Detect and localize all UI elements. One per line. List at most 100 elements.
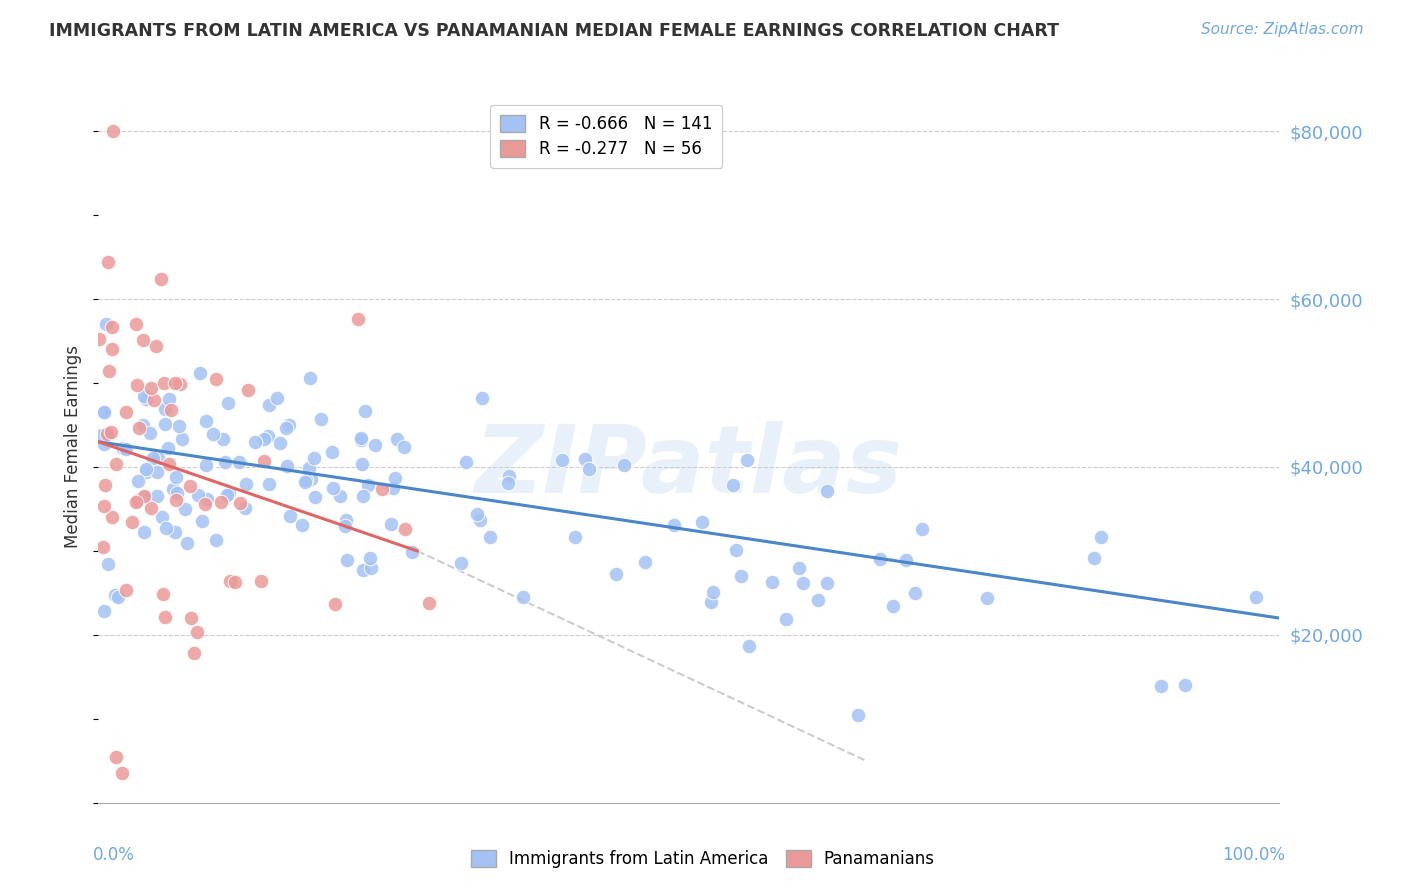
Point — [145, 338, 167, 352]
Point — [311, 412, 333, 426]
Point — [724, 543, 747, 558]
Point — [233, 500, 256, 515]
Point — [551, 453, 574, 467]
Point — [204, 371, 226, 385]
Point — [401, 545, 423, 559]
Point — [253, 432, 276, 446]
Point — [146, 450, 169, 465]
Point — [385, 432, 408, 446]
Point — [125, 317, 148, 331]
Point — [167, 418, 190, 433]
Text: ZIPatlas: ZIPatlas — [475, 421, 903, 514]
Point — [93, 478, 115, 492]
Point — [150, 272, 173, 286]
Point — [352, 489, 374, 503]
Point — [380, 516, 402, 531]
Point — [350, 433, 373, 447]
Point — [352, 563, 374, 577]
Point — [166, 485, 188, 500]
Point — [322, 481, 344, 495]
Point — [224, 574, 246, 589]
Point — [904, 586, 927, 600]
Point — [276, 458, 298, 473]
Point — [191, 514, 214, 528]
Point — [179, 479, 201, 493]
Text: 0.0%: 0.0% — [93, 846, 135, 863]
Point — [1149, 679, 1171, 693]
Point — [807, 593, 830, 607]
Point — [277, 418, 299, 433]
Point — [738, 639, 761, 653]
Point — [815, 575, 838, 590]
Point — [479, 530, 502, 544]
Point — [634, 555, 657, 569]
Point — [101, 124, 124, 138]
Point — [180, 611, 202, 625]
Point — [174, 502, 197, 516]
Point — [186, 625, 208, 640]
Point — [157, 392, 180, 406]
Point — [392, 440, 415, 454]
Point — [97, 255, 120, 269]
Point — [93, 406, 115, 420]
Point — [690, 515, 713, 529]
Legend: Immigrants from Latin America, Panamanians: Immigrants from Latin America, Panamania… — [464, 843, 942, 875]
Point — [125, 494, 148, 508]
Point — [564, 530, 586, 544]
Point — [163, 524, 186, 539]
Point — [157, 457, 180, 471]
Point — [245, 435, 267, 450]
Point — [104, 458, 127, 472]
Point — [512, 590, 534, 604]
Point — [278, 508, 301, 523]
Point — [187, 487, 209, 501]
Point — [170, 432, 193, 446]
Point — [298, 371, 321, 385]
Point — [257, 477, 280, 491]
Point — [298, 461, 321, 475]
Legend: R = -0.666   N = 141, R = -0.277   N = 56: R = -0.666 N = 141, R = -0.277 N = 56 — [491, 104, 723, 168]
Point — [91, 540, 114, 554]
Point — [209, 495, 232, 509]
Point — [214, 455, 236, 469]
Point — [304, 491, 326, 505]
Point — [730, 569, 752, 583]
Point — [145, 465, 167, 479]
Point — [132, 418, 155, 433]
Point — [121, 516, 143, 530]
Point — [205, 533, 228, 548]
Point — [301, 472, 323, 486]
Point — [115, 442, 138, 457]
Point — [1083, 551, 1105, 566]
Point — [153, 609, 176, 624]
Point — [894, 552, 917, 566]
Point — [249, 574, 271, 588]
Point — [162, 482, 184, 496]
Point — [101, 320, 124, 334]
Point — [97, 363, 120, 377]
Point — [183, 646, 205, 660]
Point — [93, 404, 115, 418]
Point — [471, 391, 494, 405]
Point — [1174, 678, 1197, 692]
Point — [101, 510, 124, 524]
Point — [335, 513, 357, 527]
Point — [195, 414, 218, 428]
Point — [911, 522, 934, 536]
Point — [321, 444, 343, 458]
Point — [574, 452, 596, 467]
Point — [418, 596, 440, 610]
Point — [135, 465, 157, 479]
Point — [132, 524, 155, 539]
Point — [153, 417, 176, 431]
Point — [496, 475, 519, 490]
Point — [219, 574, 242, 589]
Point — [217, 396, 239, 410]
Point — [93, 604, 115, 618]
Point — [699, 595, 721, 609]
Point — [96, 427, 118, 442]
Point — [212, 432, 235, 446]
Point — [194, 458, 217, 472]
Point — [202, 426, 225, 441]
Point — [135, 462, 157, 476]
